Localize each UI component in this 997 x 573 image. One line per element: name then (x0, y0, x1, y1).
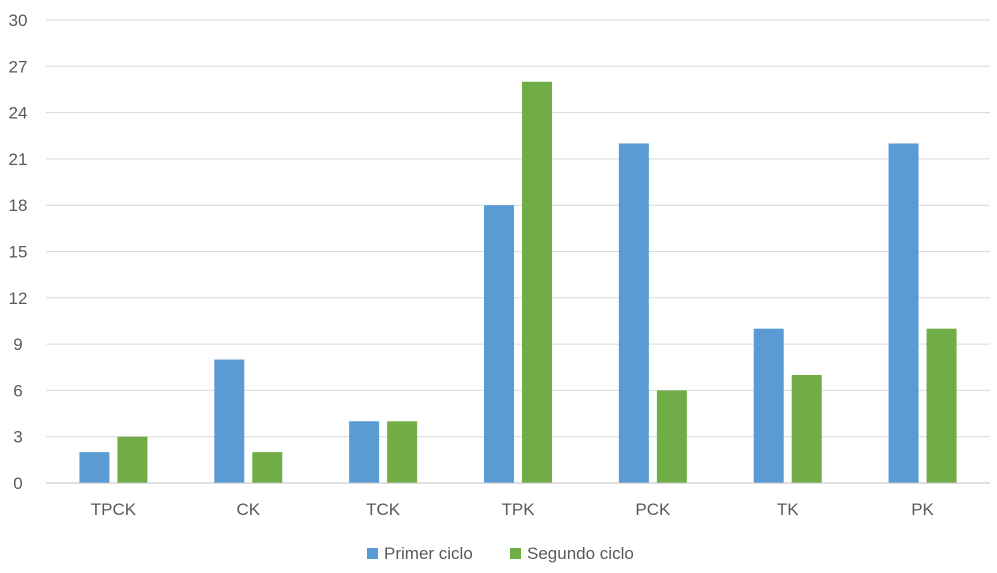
bar-ck-series-2 (252, 452, 283, 483)
y-tick-label: 15 (9, 243, 28, 262)
legend-swatch (510, 548, 521, 559)
y-tick-label: 3 (13, 428, 22, 447)
bar-tk-series-2 (791, 374, 822, 483)
bar-pk-series-2 (926, 328, 957, 483)
x-tick-label: TPK (501, 500, 535, 519)
y-tick-label: 18 (9, 196, 28, 215)
y-tick-label: 6 (13, 381, 22, 400)
x-tick-label: PCK (635, 500, 671, 519)
y-tick-label: 27 (9, 57, 28, 76)
bar-tpk-series-2 (522, 81, 552, 483)
x-axis-tick-labels: TPCK CK TCK TPK PCK TK PK (91, 500, 935, 519)
bar-pck-series-2 (656, 390, 687, 483)
bar-tk-series-1 (753, 328, 784, 483)
x-tick-label: CK (236, 500, 260, 519)
x-tick-label: TCK (366, 500, 401, 519)
bar-ck-series-1 (214, 359, 245, 483)
bar-pk-series-1 (888, 143, 919, 483)
y-tick-label: 21 (9, 150, 28, 169)
legend-label: Segundo ciclo (527, 544, 634, 563)
bar-pck-series-1 (618, 143, 649, 483)
x-tick-label: TK (777, 500, 799, 519)
y-tick-label: 0 (13, 474, 22, 493)
legend-swatch (367, 548, 378, 559)
bars (79, 81, 957, 483)
y-tick-label: 30 (9, 11, 28, 30)
y-axis-tick-labels: 0 3 6 9 12 15 18 21 24 27 30 (9, 11, 28, 493)
y-tick-label: 24 (9, 104, 28, 123)
legend: Primer ciclo Segundo ciclo (367, 544, 634, 563)
legend-label: Primer ciclo (384, 544, 473, 563)
bar-tck-series-1 (349, 421, 380, 483)
bar-tck-series-2 (387, 421, 418, 483)
gridlines (46, 19, 990, 438)
x-tick-label: PK (911, 500, 934, 519)
bar-tpk-series-1 (484, 205, 514, 483)
x-tick-label: TPCK (91, 500, 137, 519)
bar-tpck-series-1 (79, 452, 110, 483)
bar-tpck-series-2 (117, 436, 148, 483)
y-tick-label: 12 (9, 289, 28, 308)
y-tick-label: 9 (13, 335, 22, 354)
